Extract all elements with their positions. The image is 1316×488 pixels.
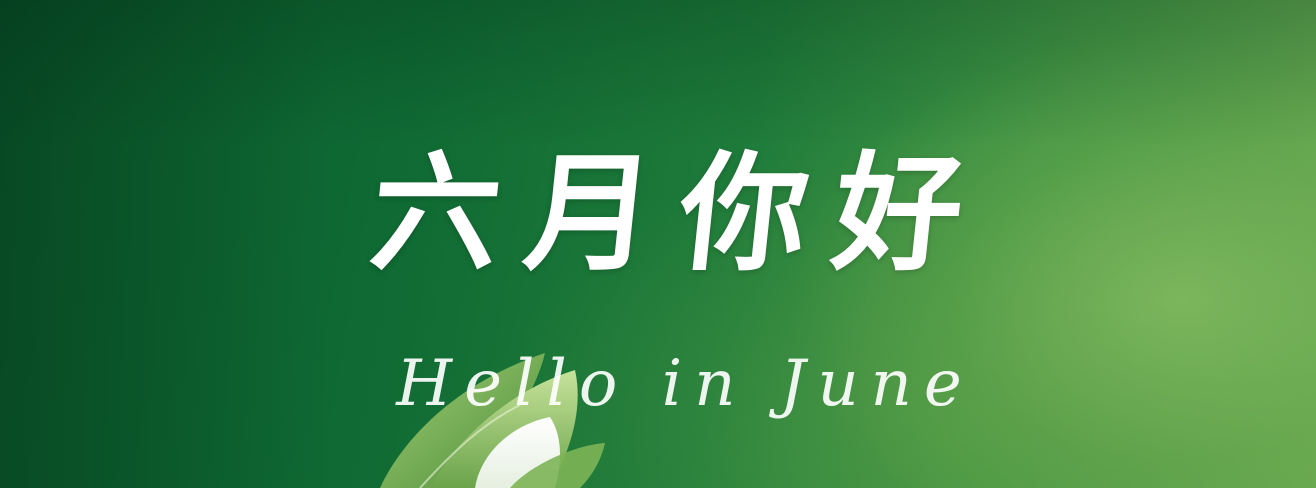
flower-bud-image [380, 353, 605, 488]
headline-text: 六月你好 [364, 139, 996, 289]
subtitle-text: Hello in June [396, 347, 974, 421]
